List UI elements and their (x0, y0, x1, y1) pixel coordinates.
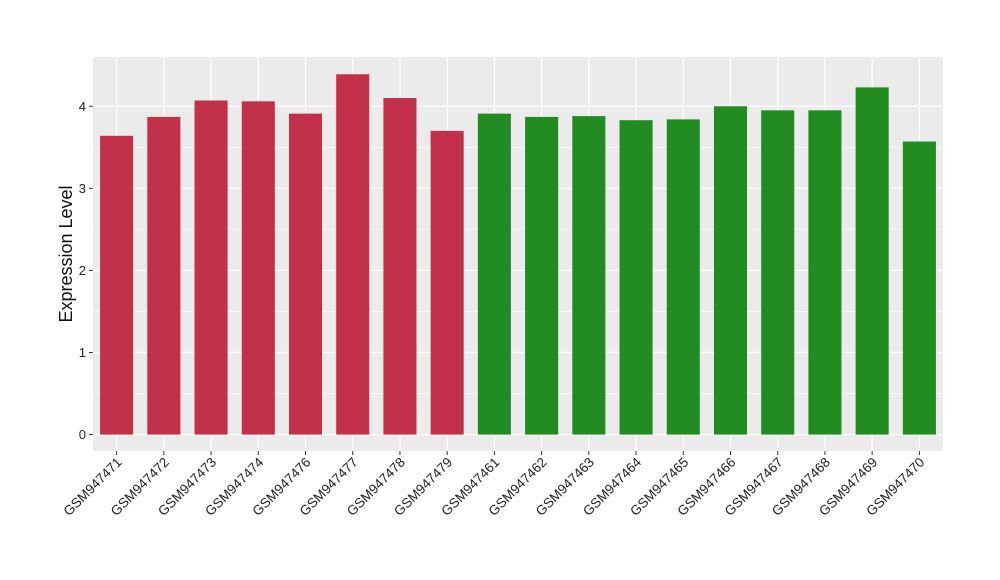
bar-gsm947479 (430, 130, 464, 435)
bar-gsm947461 (477, 113, 511, 435)
bar-gsm947478 (383, 98, 417, 435)
y-axis-title: Expression Level (56, 185, 76, 322)
bar-gsm947472 (147, 116, 181, 435)
y-tick-label: 4 (79, 99, 86, 114)
bar-gsm947462 (525, 116, 559, 435)
bar-gsm947476 (288, 113, 323, 435)
y-tick-label: 0 (79, 427, 86, 442)
y-tick-label: 2 (79, 263, 86, 278)
bars (100, 74, 936, 435)
bar-gsm947468 (808, 110, 842, 435)
x-axis: GSM947471GSM947472GSM947473GSM947474GSM9… (61, 451, 928, 519)
bar-gsm947477 (336, 74, 370, 435)
plot-panel (93, 57, 943, 451)
bar-gsm947473 (194, 100, 228, 435)
bar-gsm947471 (100, 135, 134, 435)
y-axis: 0 1 2 3 4 (79, 99, 93, 442)
bar-gsm947474 (241, 101, 275, 435)
minor-gridlines (93, 146, 943, 394)
bar-gsm947469 (855, 87, 889, 435)
bar-gsm947467 (761, 110, 795, 435)
y-tick-label: 3 (79, 181, 86, 196)
bar-gsm947466 (713, 106, 748, 435)
bar-gsm947465 (666, 119, 700, 435)
bar-gsm947464 (619, 120, 653, 435)
bar-gsm947470 (902, 141, 936, 435)
bar-gsm947463 (572, 116, 606, 435)
y-tick-label: 1 (79, 345, 86, 360)
